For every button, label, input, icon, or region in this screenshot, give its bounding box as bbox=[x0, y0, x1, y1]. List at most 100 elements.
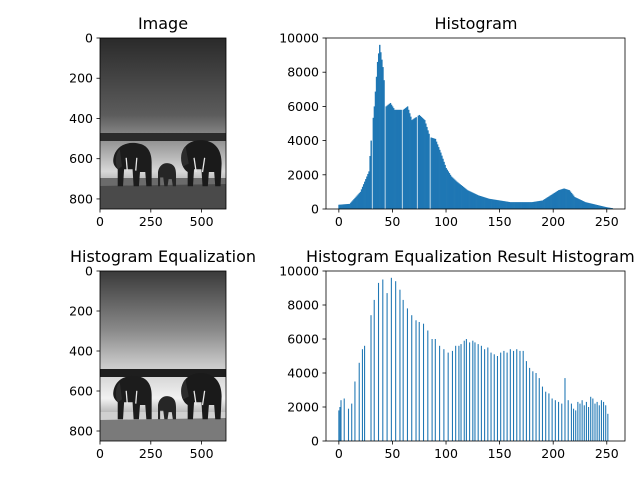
histogram-bar bbox=[590, 203, 592, 209]
histogram-bar bbox=[471, 192, 473, 209]
histogram-bar bbox=[357, 194, 360, 209]
histogram-bar bbox=[417, 115, 420, 209]
histogram-bar bbox=[353, 199, 355, 209]
histogram-bar bbox=[519, 202, 521, 209]
equalized-histogram-bar bbox=[525, 361, 527, 441]
histogram-bar bbox=[457, 182, 459, 209]
image-title: Image bbox=[138, 14, 188, 33]
histogram-bar bbox=[575, 197, 577, 209]
equalized-histogram-bar bbox=[529, 367, 531, 441]
histogram-bar bbox=[342, 204, 345, 209]
histogram-bar bbox=[413, 118, 415, 209]
equalized-histogram-bar bbox=[607, 413, 609, 441]
y-tick-label: 0 bbox=[85, 31, 93, 46]
histogram-bar bbox=[377, 53, 380, 209]
histogram-bar bbox=[400, 109, 402, 209]
histogram-bar bbox=[558, 190, 560, 209]
equalized-histogram-bar bbox=[535, 373, 537, 441]
histogram-bar bbox=[517, 202, 519, 209]
equalized-histogram-bar bbox=[516, 349, 518, 441]
histogram-bar bbox=[399, 109, 401, 209]
histogram-bar bbox=[600, 206, 603, 209]
equalized-histogram-bar bbox=[431, 339, 433, 441]
histogram-bar bbox=[500, 200, 502, 209]
histogram-bar bbox=[459, 184, 461, 209]
histogram-bar bbox=[349, 203, 351, 209]
equalized-histogram-bar bbox=[554, 400, 556, 441]
histogram-bar bbox=[580, 200, 582, 209]
equalized-histogram-bar bbox=[427, 330, 429, 441]
histogram-bar bbox=[360, 189, 363, 209]
equalized-histogram-bar bbox=[406, 308, 408, 441]
histogram-bar bbox=[493, 199, 496, 209]
histogram-bar bbox=[433, 138, 436, 209]
histogram-bar bbox=[549, 195, 551, 209]
histogram-bar bbox=[507, 201, 510, 209]
histogram-bar bbox=[487, 198, 489, 209]
equalized-histogram-bar bbox=[373, 299, 375, 441]
histogram-bar bbox=[379, 44, 381, 210]
histogram-bar bbox=[473, 193, 475, 209]
histogram-bar bbox=[571, 194, 574, 209]
histogram-bar bbox=[448, 173, 451, 209]
histogram-bar bbox=[481, 196, 484, 209]
histogram-bar bbox=[465, 189, 468, 209]
histogram-bar bbox=[359, 191, 362, 209]
histogram-bar bbox=[491, 199, 493, 209]
histogram-bar bbox=[455, 180, 457, 209]
equalized-histogram-bar bbox=[347, 408, 350, 441]
histogram-bar bbox=[578, 199, 580, 209]
histogram-bar bbox=[358, 193, 361, 209]
histogram-bar bbox=[422, 119, 425, 209]
histogram-bar bbox=[597, 205, 600, 209]
histogram-bar bbox=[484, 197, 486, 209]
histogram-bar bbox=[467, 190, 470, 209]
histogram-bar bbox=[418, 114, 421, 209]
equalized-histogram-bar bbox=[519, 350, 521, 441]
histogram-bar bbox=[490, 199, 492, 209]
equalized-histogram-bar bbox=[351, 403, 353, 441]
histogram-bar bbox=[595, 204, 597, 209]
histogram-bar bbox=[356, 195, 358, 209]
image-axes: Image 0 250 500 0 200 400 600 800 bbox=[69, 14, 227, 229]
histogram-bar bbox=[539, 200, 542, 209]
histogram-bar bbox=[436, 144, 439, 209]
x-tick-label: 250 bbox=[139, 446, 163, 461]
histogram-bar bbox=[593, 204, 595, 209]
equalized-histogram-bar bbox=[581, 400, 583, 441]
y-tick-label: 2000 bbox=[287, 167, 319, 182]
equalized-histogram-bar bbox=[605, 405, 607, 441]
histogram-bar bbox=[385, 106, 387, 209]
histogram-bar bbox=[586, 202, 589, 209]
equalized-histogram-bar bbox=[545, 391, 547, 441]
equalized-histogram-bar bbox=[513, 350, 515, 441]
equalized-histogram-bar bbox=[434, 339, 436, 441]
histogram-bar bbox=[389, 102, 392, 209]
histogram-bar bbox=[503, 201, 505, 209]
histogram-bar bbox=[451, 177, 454, 209]
histogram-bar bbox=[368, 171, 370, 209]
histogram-bar bbox=[513, 202, 515, 209]
histogram-bar bbox=[350, 202, 352, 209]
histogram-bar bbox=[440, 152, 442, 209]
equalized-histogram-bar bbox=[567, 400, 569, 441]
histogram-bar bbox=[496, 200, 499, 209]
histogram-bar bbox=[588, 202, 590, 209]
equalized-histogram-bar bbox=[477, 344, 479, 441]
equalized-histogram-bar bbox=[561, 403, 563, 441]
equalized-histogram-bar bbox=[465, 339, 467, 441]
equalized-histogram-bar bbox=[573, 408, 575, 441]
histogram-bar bbox=[472, 192, 474, 209]
x-tick-label: 500 bbox=[190, 214, 214, 229]
histogram-bar bbox=[428, 133, 430, 209]
histogram-bar bbox=[607, 207, 609, 209]
equalized-image-picture bbox=[100, 271, 226, 441]
histogram-bar bbox=[567, 189, 570, 209]
histogram-bar bbox=[450, 176, 453, 209]
histogram-bar bbox=[509, 202, 512, 209]
equalized-histogram-bar bbox=[399, 289, 401, 441]
equalized-histogram-bar bbox=[548, 393, 550, 441]
histogram-bar bbox=[439, 149, 441, 209]
equalized-histogram-bar bbox=[339, 407, 341, 441]
